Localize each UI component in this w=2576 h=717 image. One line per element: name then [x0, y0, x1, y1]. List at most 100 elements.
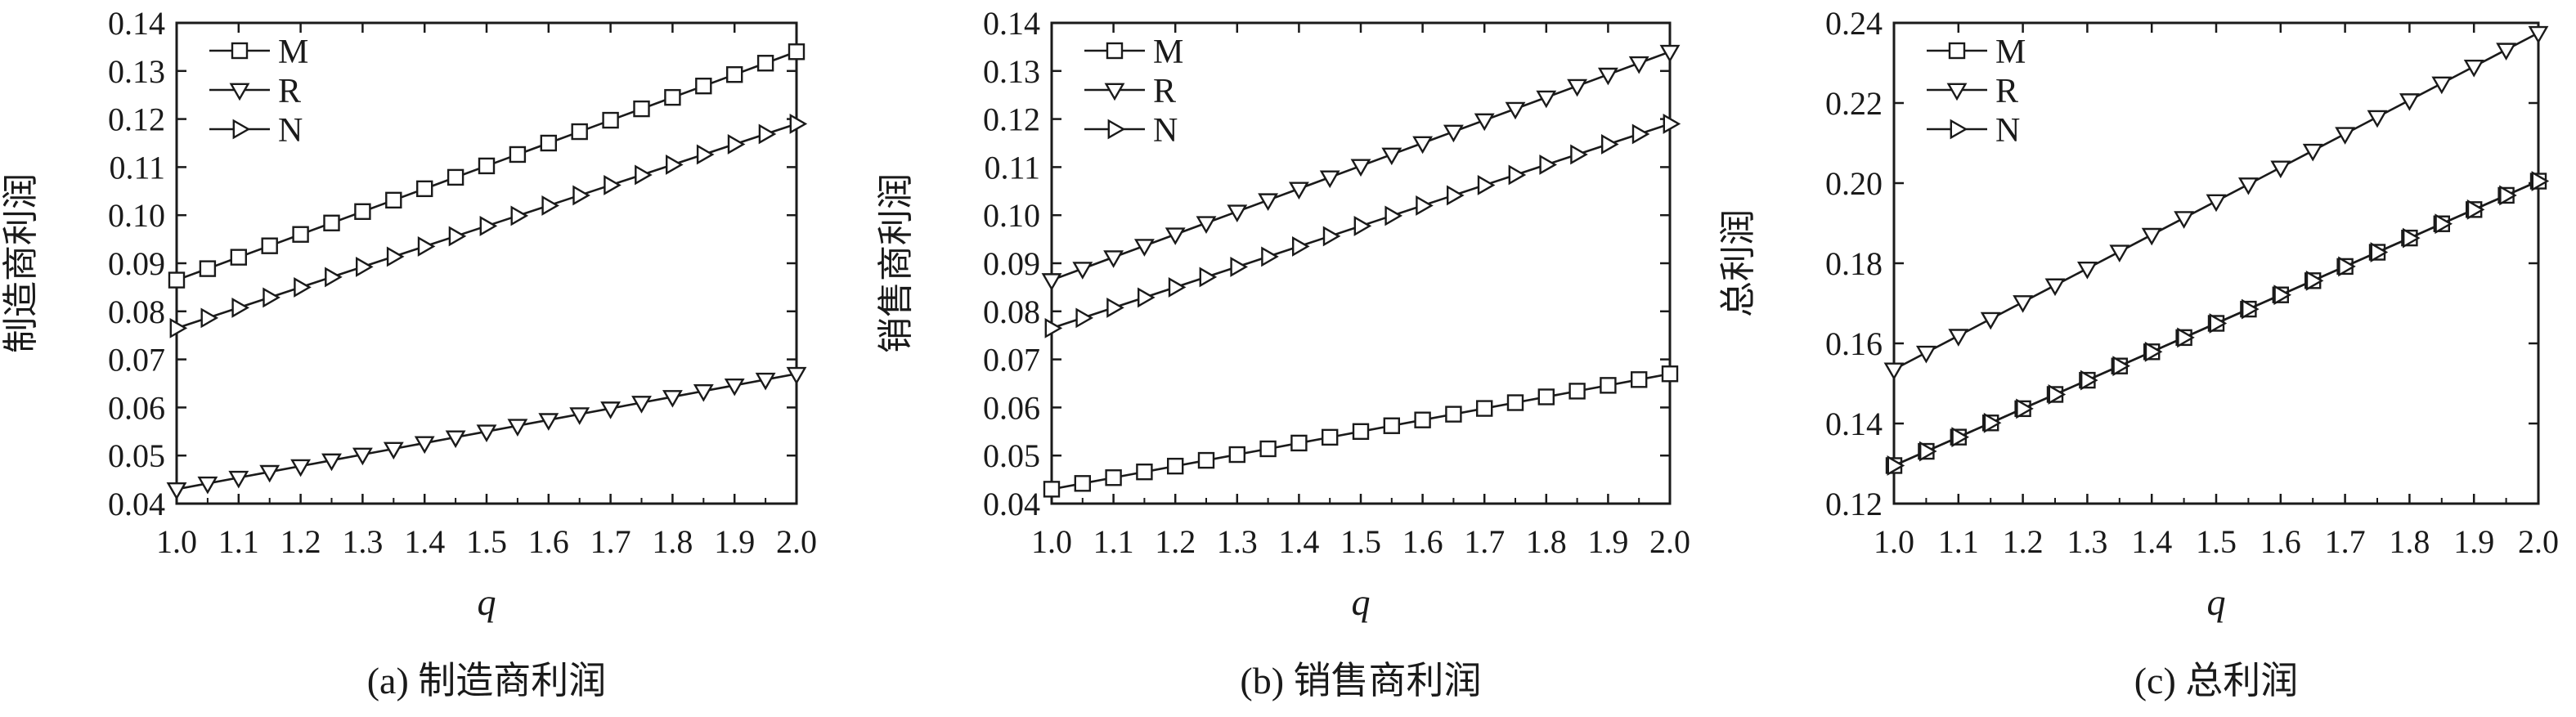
data-point-M [323, 214, 340, 231]
data-point-R [1597, 67, 1618, 86]
data-point-R [662, 390, 683, 408]
data-point-M [633, 100, 650, 118]
data-point-N [1199, 267, 1218, 288]
legend-item-R: R [209, 73, 301, 110]
y-tick-label: 0.08 [108, 294, 165, 330]
data-point-M [1043, 481, 1061, 498]
x-tick-label: 1.2 [2003, 523, 2044, 560]
data-point-R [476, 424, 497, 443]
data-point-M [447, 168, 464, 186]
y-tick-label: 0.06 [108, 389, 165, 426]
data-point-M [695, 77, 712, 95]
data-point-M [416, 180, 433, 198]
data-point-M [292, 226, 309, 243]
data-point-N [1477, 175, 1496, 195]
x-axis-title: q [2207, 581, 2226, 623]
legend-label: R [278, 73, 301, 110]
legend-label: M [1995, 34, 2026, 71]
plot-area-frame [1892, 21, 2540, 505]
data-point-M [230, 249, 247, 266]
series-R [166, 366, 807, 500]
x-tick-label: 1.7 [1464, 523, 1505, 560]
data-point-R [1883, 362, 1905, 381]
data-point-M [1228, 446, 1246, 464]
x-tick-label: 1.2 [1155, 523, 1196, 560]
legend-label: R [1995, 73, 2018, 110]
data-point-N [1570, 144, 1588, 165]
y-tick-label: 0.09 [983, 245, 1040, 282]
y-tick-label: 0.05 [983, 437, 1040, 474]
data-point-R [1948, 329, 1969, 347]
data-point-M [756, 55, 774, 72]
y-tick-label: 0.12 [1825, 486, 1883, 522]
data-point-N [1261, 246, 1279, 267]
data-point-R [1227, 204, 1248, 222]
series-N [169, 114, 808, 338]
data-point-M [509, 146, 527, 164]
y-tick-label: 0.10 [983, 197, 1040, 234]
x-tick-label: 1.1 [218, 523, 259, 560]
data-point-R [2141, 227, 2162, 246]
x-tick-label: 1.8 [652, 523, 693, 560]
data-point-R [383, 441, 404, 460]
legend-marker [229, 83, 250, 101]
x-tick-label: 1.8 [2389, 523, 2430, 560]
data-point-N [2144, 341, 2163, 362]
x-tick-label: 1.3 [342, 523, 383, 560]
data-point-R [1041, 273, 1062, 291]
data-point-N [1168, 276, 1187, 298]
data-point-N [1416, 195, 1434, 216]
data-point-R [1474, 113, 1495, 132]
y-tick-label: 0.24 [1825, 5, 1883, 42]
data-point-M [726, 66, 743, 83]
data-point-N [2338, 256, 2356, 277]
legend-marker [1107, 119, 1126, 140]
x-tick-label: 1.8 [1526, 523, 1567, 560]
legend-marker [1946, 83, 1968, 101]
data-point-M [1383, 417, 1401, 434]
data-point-N [789, 114, 808, 134]
data-point-R [1536, 90, 1557, 109]
series-M [1043, 365, 1679, 498]
data-point-R [1165, 227, 1186, 245]
data-point-R [724, 378, 745, 397]
y-tick-label: 0.13 [108, 53, 165, 90]
data-point-M [1259, 440, 1277, 458]
data-point-M [1352, 423, 1370, 440]
data-point-M [1630, 371, 1648, 388]
x-tick-label: 1.3 [2067, 523, 2107, 560]
data-point-R [600, 401, 622, 419]
y-tick-label: 0.05 [108, 437, 165, 474]
y-axis-title: 总利润 [1718, 209, 1758, 317]
data-point-N [2048, 384, 2067, 405]
x-tick-label: 1.9 [1587, 523, 1628, 560]
x-tick-label: 1.4 [404, 523, 445, 560]
y-tick-label: 0.20 [1825, 165, 1883, 202]
x-tick-label: 1.0 [1031, 523, 1072, 560]
data-point-N [1600, 134, 1619, 155]
data-point-R [2270, 160, 2291, 179]
data-point-R [1258, 193, 1279, 212]
x-tick-label: 1.9 [714, 523, 755, 560]
data-point-N [448, 226, 467, 247]
series-N [1887, 171, 2550, 476]
legend-item-M: M [209, 34, 308, 71]
data-point-R [755, 372, 776, 391]
data-point-R [2174, 211, 2195, 229]
data-point-M [1568, 383, 1586, 400]
legend-label: M [1153, 34, 1183, 71]
data-point-R [352, 447, 373, 466]
data-point-M [602, 111, 619, 129]
x-tick-label: 1.0 [156, 523, 197, 560]
y-tick-label: 0.14 [983, 5, 1040, 42]
data-point-R [2431, 76, 2453, 95]
y-axis-title: 销售商利润 [876, 173, 916, 353]
data-point-N [263, 287, 280, 308]
panel-caption: (c) 总利润 [2134, 660, 2299, 701]
y-tick-label: 0.12 [108, 101, 165, 138]
data-point-M [1321, 428, 1339, 446]
data-point-N [2273, 285, 2292, 306]
data-point-N [1044, 317, 1063, 338]
y-tick-label: 0.04 [983, 486, 1040, 522]
data-point-N [417, 235, 436, 257]
